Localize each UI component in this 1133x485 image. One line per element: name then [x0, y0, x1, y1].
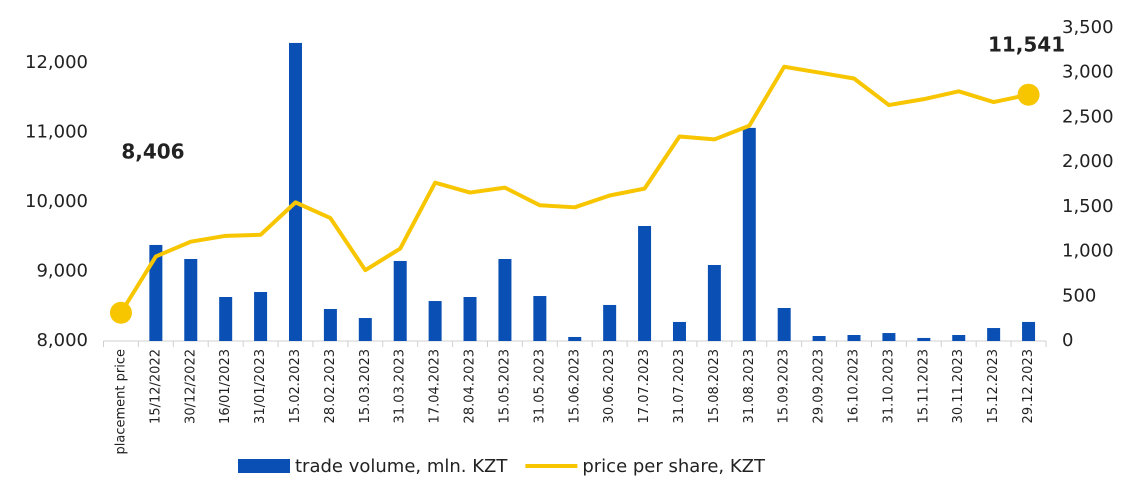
- x-tick-label: 28.04.2023: [463, 349, 478, 423]
- y2-tick-label: 3,500: [1062, 17, 1114, 38]
- bar: [603, 304, 617, 341]
- x-tick-label: 16.10.2023: [847, 349, 862, 423]
- x-tick-label: 15/12/2022: [148, 349, 163, 424]
- x-tick-label: 30/12/2022: [183, 349, 198, 424]
- x-tick-label: 28.02.2023: [323, 349, 338, 423]
- bar: [952, 335, 966, 341]
- bar: [638, 225, 652, 341]
- x-tick-label: 15.12.2023: [986, 349, 1001, 423]
- bar: [393, 260, 407, 341]
- bar: [254, 291, 268, 341]
- x-tick-label: 31.07.2023: [672, 349, 687, 423]
- bar: [184, 258, 198, 341]
- x-tick-label: 15.02.2023: [288, 349, 303, 423]
- y2-tick-label: 2,000: [1062, 151, 1114, 172]
- x-tick-label: 29.09.2023: [812, 349, 827, 423]
- data-label: 8,406: [121, 140, 184, 164]
- bar: [917, 337, 931, 341]
- x-tick-label: 15.08.2023: [707, 349, 722, 423]
- x-tick-label: 31/01/2023: [253, 349, 268, 424]
- x-tick-label: 16/01/2023: [218, 349, 233, 424]
- point: [109, 301, 132, 324]
- y2-tick-label: 2,500: [1062, 106, 1114, 127]
- bar: [219, 297, 233, 341]
- y2-tick-label: 500: [1062, 285, 1096, 306]
- y-tick-label: 10,000: [25, 191, 88, 212]
- x-tick-label: 15.03.2023: [358, 349, 373, 423]
- bar: [149, 244, 163, 341]
- bar: [707, 264, 721, 341]
- bar: [498, 258, 512, 341]
- bar: [323, 308, 337, 341]
- bar: [568, 336, 582, 341]
- y-tick-label: 9,000: [36, 260, 88, 281]
- x-tick-label: 30.06.2023: [602, 349, 617, 423]
- data-label: 11,541: [988, 33, 1065, 57]
- bar: [428, 301, 442, 341]
- x-tick-label: 31.10.2023: [881, 349, 896, 423]
- x-tick-label: 17.07.2023: [637, 349, 652, 423]
- bar: [847, 335, 861, 341]
- x-tick-label: 17.04.2023: [428, 349, 443, 423]
- bar: [288, 42, 302, 341]
- bar: [987, 328, 1001, 341]
- x-tick-label: 31.05.2023: [532, 349, 547, 423]
- bar: [812, 335, 826, 341]
- x-tick-label: placement price: [113, 349, 128, 454]
- bar: [672, 321, 686, 341]
- x-tick-label: 15.11.2023: [916, 349, 931, 423]
- x-tick-label: 15.09.2023: [777, 349, 792, 423]
- x-tick-label: 31.03.2023: [393, 349, 408, 423]
- bar: [533, 296, 547, 341]
- x-tick-label: 15.06.2023: [567, 349, 582, 423]
- y2-tick-label: 0: [1062, 330, 1073, 351]
- bar: [777, 308, 791, 341]
- x-tick-label: 29.12.2023: [1021, 349, 1036, 423]
- point: [1017, 83, 1040, 106]
- line: [119, 64, 1029, 314]
- y2-tick-label: 1,500: [1062, 196, 1114, 217]
- legend-swatch: [238, 459, 290, 473]
- x-tick-label: 30.11.2023: [951, 349, 966, 423]
- legend-label: trade volume, mln. KZT: [295, 456, 508, 477]
- y-tick-label: 8,000: [36, 330, 88, 351]
- bar: [882, 333, 896, 341]
- y-tick-label: 12,000: [25, 52, 88, 73]
- y2-tick-label: 3,000: [1062, 62, 1114, 83]
- legend-label: price per share, KZT: [582, 456, 766, 477]
- bar: [463, 297, 477, 341]
- bar: [358, 318, 372, 341]
- y2-tick-label: 1,000: [1062, 241, 1114, 262]
- x-tick-label: 31.08.2023: [742, 349, 757, 423]
- y-tick-label: 11,000: [25, 121, 88, 142]
- bar: [1022, 321, 1036, 341]
- bar: [742, 127, 756, 341]
- x-tick-label: 15.05.2023: [497, 349, 512, 423]
